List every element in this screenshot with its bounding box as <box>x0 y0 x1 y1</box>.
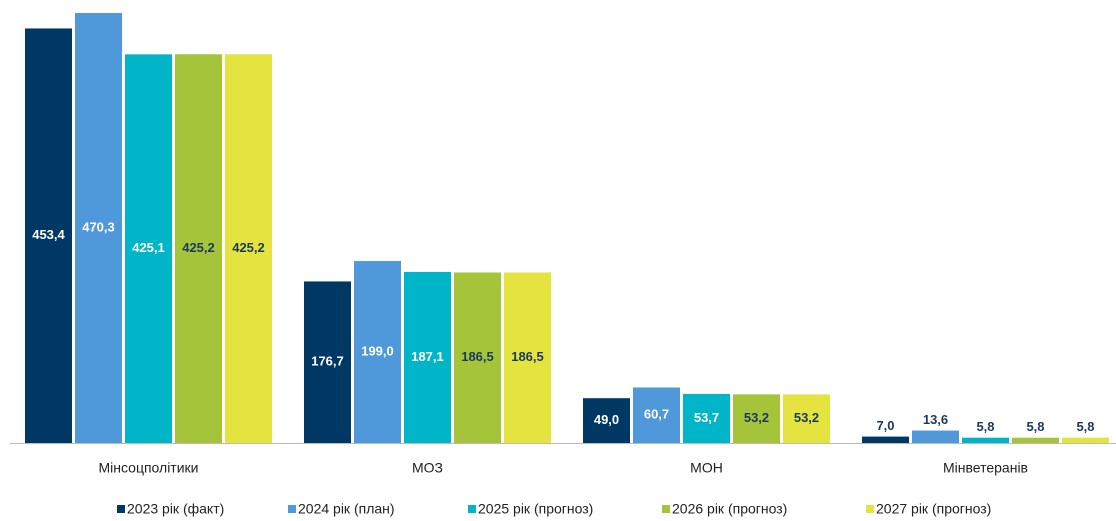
bar <box>633 387 680 443</box>
value-label: 53,7 <box>694 410 719 425</box>
legend-label: 2024 рік (план) <box>298 501 395 517</box>
legend-label: 2027 рік (прогноз) <box>876 501 991 517</box>
x-tick-label: МОЗ <box>412 460 443 476</box>
bar <box>683 393 730 443</box>
value-label: 60,7 <box>644 407 669 422</box>
value-label: 49,0 <box>594 412 619 427</box>
legend-label: 2023 рік (факт) <box>127 501 224 517</box>
bar <box>862 436 909 443</box>
x-tick-label: Мінсоцполітики <box>99 460 199 476</box>
value-label: 199,0 <box>361 343 394 358</box>
value-label: 53,2 <box>794 410 819 425</box>
legend-swatch <box>662 505 670 513</box>
value-label: 187,1 <box>411 349 444 364</box>
value-label: 453,4 <box>32 227 65 242</box>
bar <box>225 54 272 443</box>
value-label: 186,5 <box>461 349 494 364</box>
legend-swatch <box>288 505 296 513</box>
bar <box>354 261 401 443</box>
value-label: 5,8 <box>1026 419 1044 434</box>
legend-swatch <box>468 505 476 513</box>
value-label: 425,2 <box>182 240 215 255</box>
legend-label: 2026 рік (прогноз) <box>672 501 787 517</box>
value-label: 470,3 <box>82 219 115 234</box>
bar <box>912 430 959 443</box>
bar <box>1062 437 1109 443</box>
bar <box>962 437 1009 443</box>
bar <box>783 394 830 443</box>
bar <box>304 281 351 443</box>
value-label: 425,1 <box>132 240 165 255</box>
legend-label: 2025 рік (прогноз) <box>478 501 593 517</box>
bar <box>125 54 172 443</box>
value-label: 53,2 <box>744 410 769 425</box>
value-label: 13,6 <box>923 412 948 427</box>
x-tick-label: Мінветеранів <box>943 460 1028 476</box>
value-label: 425,2 <box>232 240 265 255</box>
bar <box>1012 437 1059 443</box>
value-label: 176,7 <box>311 354 344 369</box>
bar <box>75 13 122 443</box>
bar <box>454 272 501 443</box>
value-label: 186,5 <box>511 349 544 364</box>
legend-swatch <box>117 505 125 513</box>
bar <box>504 272 551 443</box>
x-tick-label: МОН <box>690 460 723 476</box>
bar <box>25 28 72 443</box>
bar <box>733 394 780 443</box>
legend-swatch <box>866 505 874 513</box>
value-label: 5,8 <box>1076 419 1094 434</box>
bar <box>583 398 630 443</box>
bar <box>404 271 451 443</box>
value-label: 7,0 <box>876 418 894 433</box>
bar <box>175 54 222 443</box>
value-label: 5,8 <box>976 419 994 434</box>
